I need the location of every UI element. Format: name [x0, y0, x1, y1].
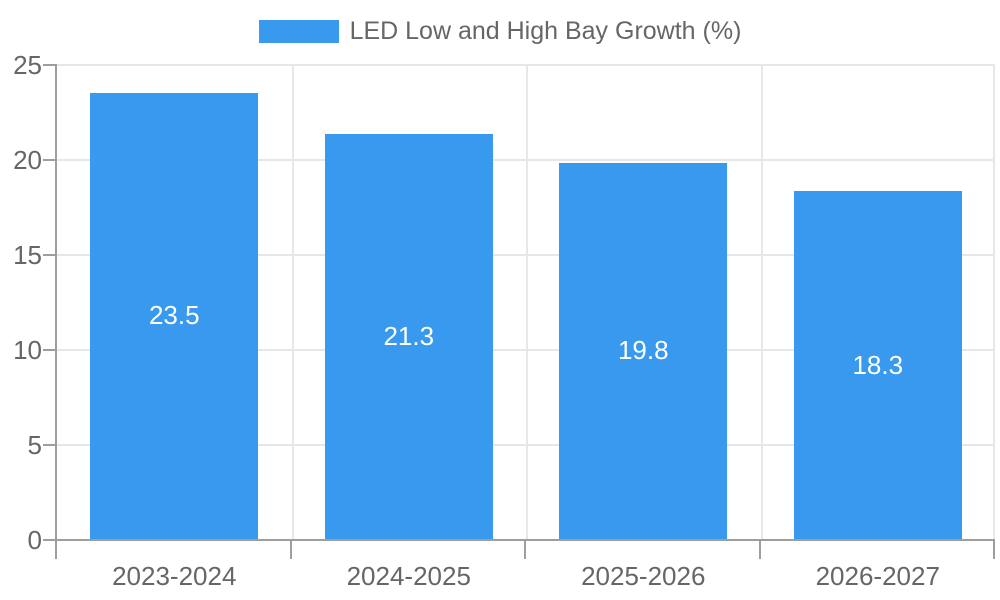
y-tick-mark [43, 349, 55, 351]
y-tick-label: 20 [13, 145, 42, 175]
x-category-label: 2026-2027 [815, 561, 940, 591]
chart-legend[interactable]: LED Low and High Bay Growth (%) [0, 17, 1000, 46]
bar[interactable]: 21.3 [324, 134, 493, 539]
legend-label: LED Low and High Bay Growth (%) [349, 17, 742, 45]
x-tick-mark [55, 539, 57, 559]
bar-value-label: 23.5 [148, 300, 200, 331]
y-tick-label: 25 [13, 50, 42, 80]
bar[interactable]: 19.8 [559, 162, 728, 539]
y-tick-mark [43, 444, 55, 446]
gridline-vertical [760, 64, 763, 539]
y-tick-label: 10 [13, 335, 42, 365]
y-axis-line [55, 64, 57, 541]
x-category-label: 2025-2026 [581, 561, 706, 591]
gridline-vertical [526, 64, 528, 539]
y-tick-label: 5 [27, 430, 42, 460]
legend-swatch-icon [258, 20, 339, 43]
x-tick-mark [758, 539, 761, 559]
x-tick-mark [993, 539, 995, 559]
bar-value-label: 19.8 [617, 335, 669, 366]
y-tick-mark [43, 254, 55, 256]
bar-value-label: 18.3 [852, 349, 904, 380]
x-tick-mark [524, 539, 526, 559]
plot-area: 23.5 21.3 19.8 18.3 [57, 64, 995, 539]
gridline-vertical [291, 64, 294, 539]
y-tick-mark [43, 539, 55, 541]
y-tick-label: 0 [27, 525, 42, 555]
y-tick-mark [43, 159, 55, 161]
x-category-label: 2024-2025 [346, 561, 471, 591]
y-tick-label: 15 [13, 240, 42, 270]
x-tick-mark [289, 539, 292, 559]
bar[interactable]: 18.3 [793, 191, 962, 539]
bar-value-label: 21.3 [383, 321, 435, 352]
y-tick-mark [43, 64, 55, 66]
gridline-vertical [993, 64, 995, 539]
bar[interactable]: 23.5 [90, 92, 259, 539]
x-category-label: 2023-2024 [112, 561, 237, 591]
